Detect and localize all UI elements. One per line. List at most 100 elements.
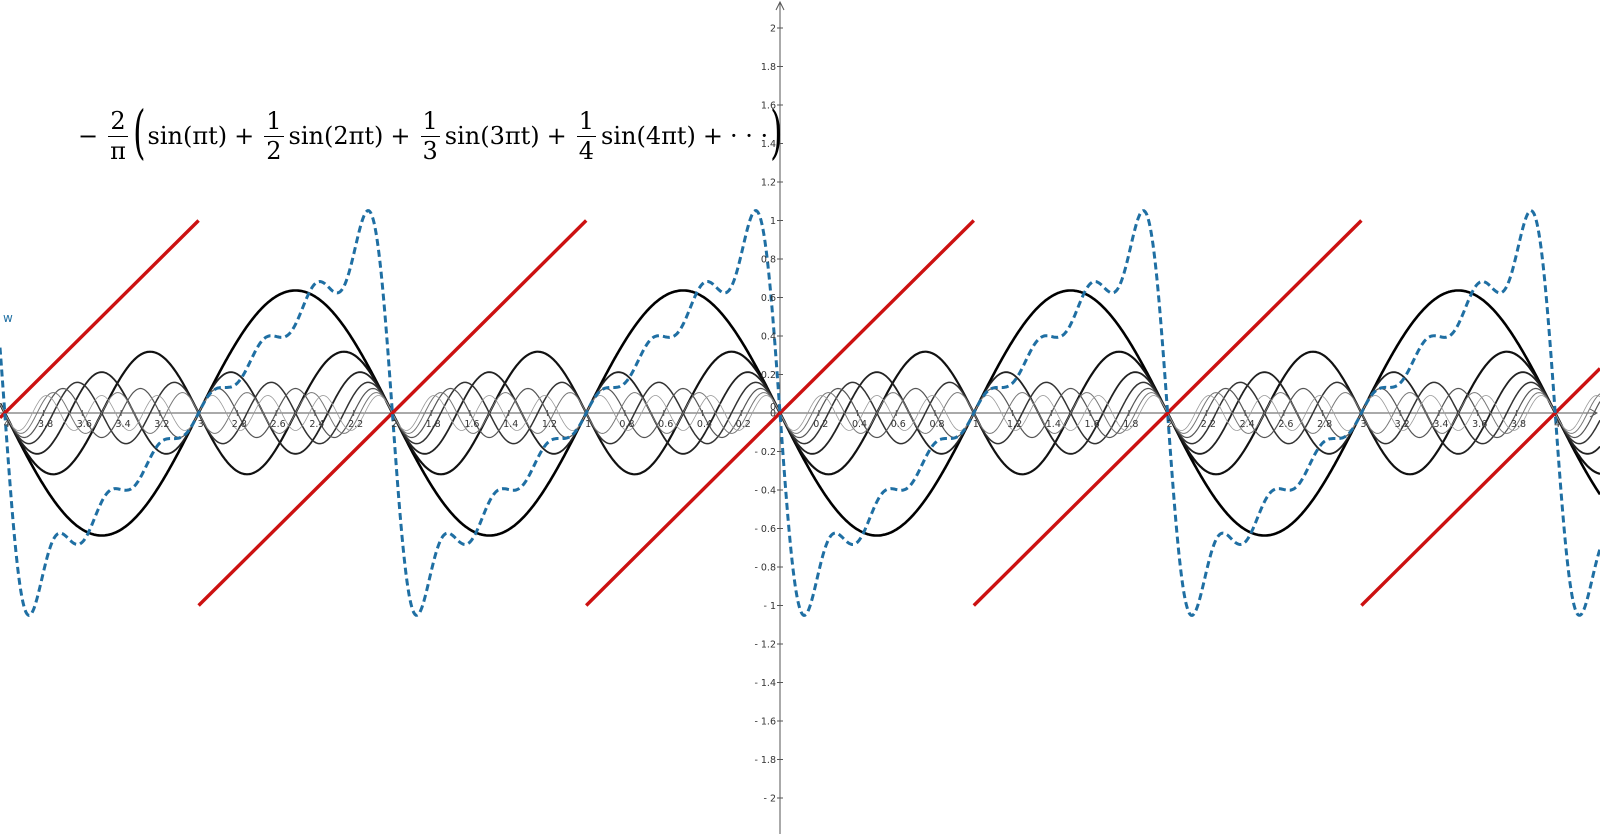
y-tick-label: - 1 (764, 601, 777, 612)
harmonic-curve-4 (0, 381, 1600, 445)
sawtooth-curve (0, 219, 1600, 607)
x-tick-label: 4 (1554, 419, 1560, 430)
x-tick-label: 0.6 (658, 419, 673, 430)
formula-coef-4: 1 4 (576, 108, 597, 165)
y-tick-label: - 1.6 (754, 717, 776, 728)
fourier-formula: − 2 π ( sin(πt) + 1 2 sin(2πt) + 1 3 sin… (72, 96, 784, 176)
x-tick-label: 2.8 (1317, 419, 1332, 430)
formula-open-paren: ( (132, 98, 146, 166)
x-tick-label: 3.2 (154, 419, 169, 430)
x-tick-label: 3.6 (1472, 419, 1487, 430)
x-tick-label: 3.8 (38, 419, 53, 430)
x-tick-label: 1.6 (1085, 419, 1100, 430)
formula-close-paren: ) (770, 98, 783, 166)
x-tick-label: 2.4 (309, 419, 324, 430)
x-tick-label: 2 (1167, 419, 1173, 430)
formula-plus-4: + (702, 122, 724, 150)
formula-plus-3: + (546, 122, 567, 150)
x-tick-label: 1 (585, 419, 591, 430)
x-tick-label: 4 (4, 419, 10, 430)
formula-ellipsis: · · · (730, 122, 769, 150)
series-label-w: w (3, 311, 13, 325)
x-tick-label: 2.4 (1240, 419, 1255, 430)
x-tick-label: 2.6 (1278, 419, 1293, 430)
x-tick-label: 2.2 (1201, 419, 1216, 430)
x-tick-label: 0.8 (929, 419, 944, 430)
x-tick-label: 1.2 (542, 419, 557, 430)
y-tick-label: 0.8 (761, 255, 776, 266)
sawtooth-segment (0, 219, 200, 419)
y-tick-label: - 1.4 (754, 678, 776, 689)
formula-coef-2-num: 1 (264, 107, 284, 137)
x-tick-label: 1.4 (1046, 419, 1061, 430)
harmonic-curve-2 (0, 350, 1600, 476)
y-tick-label: 1.6 (761, 101, 776, 112)
x-tick-label: 1.4 (503, 419, 518, 430)
sawtooth-segment (1360, 367, 1600, 607)
x-tick-label: 2 (391, 419, 397, 430)
harmonic-curve-5 (0, 387, 1600, 439)
x-tick-label: 0.8 (619, 419, 634, 430)
formula-plus-1: + (234, 122, 255, 150)
formula-coef-4-den: 4 (578, 136, 595, 165)
x-tick-label: 0.2 (736, 419, 751, 430)
x-tick-label: 3 (198, 419, 204, 430)
tick-labels: 4 3.8 3.6 3.4 3.2 3 2.8 2.6 2.4 2.2 2 1.8 1.6 1.4 1.2 1… (4, 24, 1560, 805)
y-tick-label: 0.2 (761, 370, 776, 381)
formula-plus-2: + (390, 122, 411, 150)
formula-coef-3-num: 1 (420, 107, 440, 137)
formula-lead-fraction: 2 π (108, 108, 128, 164)
y-tick-label: - 0.8 (754, 563, 776, 574)
partial-sum-line (0, 209, 1600, 617)
sawtooth-segment (972, 219, 1363, 607)
y-tick-label: 1.2 (761, 178, 776, 189)
y-axis-arrow (775, 0, 785, 11)
formula-coef-2-den: 2 (266, 136, 282, 165)
x-tick-label: 3.4 (1433, 419, 1448, 430)
x-tick-label: 3.2 (1395, 419, 1410, 430)
formula-term-2: sin(2πt) (288, 122, 384, 150)
y-tick-label: 1.4 (761, 139, 776, 150)
y-tick-label: - 1.2 (754, 640, 776, 651)
y-tick-label: - 0.4 (754, 486, 776, 497)
x-tick-label: 0.2 (813, 419, 828, 430)
formula-coef-3-den: 3 (422, 136, 438, 165)
x-tick-label: 3 (1360, 419, 1366, 430)
y-tick-label: 1.8 (761, 62, 776, 73)
x-tick-label: 3.8 (1511, 419, 1526, 430)
x-tick-label: 1.8 (1123, 419, 1138, 430)
formula-term-4: sin(4πt) (601, 122, 696, 150)
x-tick-label: 2.6 (271, 419, 286, 430)
sawtooth-segment (585, 219, 975, 607)
x-tick-label: 1.2 (1007, 419, 1022, 430)
harmonic-curve-7 (0, 395, 1600, 431)
harmonic-curves (0, 289, 1600, 537)
x-tick-label: 3.6 (77, 419, 92, 430)
y-tick-label: 1 (770, 216, 776, 227)
x-tick-label: 3.4 (116, 419, 131, 430)
x-tick-label: 1 (973, 419, 979, 430)
x-tick-label: 2.8 (232, 419, 247, 430)
formula-minus: − (78, 122, 99, 150)
origin-label: 0 (770, 402, 776, 413)
x-tick-label: 2.2 (348, 419, 363, 430)
y-tick-label: - 1.8 (754, 755, 776, 766)
x-tick-label: 1.6 (464, 419, 479, 430)
y-tick-label: - 0.2 (754, 447, 776, 458)
x-tick-label: 0.4 (697, 419, 712, 430)
y-tick-label: 0.6 (761, 293, 776, 304)
formula-lead-numerator: 2 (108, 107, 128, 137)
y-tick-label: - 0.6 (754, 524, 776, 535)
sawtooth-segment (197, 219, 588, 607)
formula-coef-3: 1 3 (420, 107, 440, 165)
partial-sum-curve (0, 209, 1600, 617)
harmonic-curve-6 (0, 392, 1600, 434)
x-tick-label: 0.6 (891, 419, 906, 430)
x-tick-label: 1.8 (426, 419, 441, 430)
formula-term-1: sin(πt) (147, 122, 228, 150)
y-tick-label: 0.4 (761, 332, 776, 343)
y-tick-label: 2 (770, 24, 776, 35)
x-tick-label: 0.4 (852, 419, 867, 430)
formula-coef-2: 1 2 (264, 107, 284, 165)
